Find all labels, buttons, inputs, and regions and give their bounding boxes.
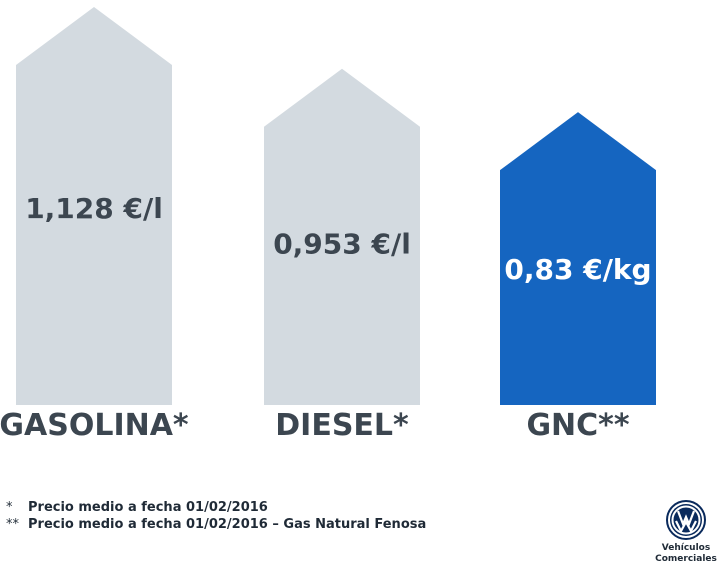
footnote-1: * Precio medio a fecha 01/02/2016 bbox=[6, 499, 426, 516]
vw-logo-icon bbox=[666, 500, 706, 540]
footnote-2-text: Precio medio a fecha 01/02/2016 – Gas Na… bbox=[28, 517, 427, 532]
bar-1 bbox=[16, 7, 172, 405]
footnote-1-marker: * bbox=[6, 500, 13, 515]
vw-brand: Vehículos Comerciales bbox=[655, 500, 717, 565]
bar-2 bbox=[264, 68, 420, 405]
category-label-3: GNC** bbox=[526, 408, 629, 443]
brand-caption-line2: Comerciales bbox=[655, 554, 717, 564]
bar-value-label-2: 0,953 €/l bbox=[273, 228, 411, 261]
category-label-2: DIESEL* bbox=[275, 408, 409, 443]
footnote-2: ** Precio medio a fecha 01/02/2016 – Gas … bbox=[6, 516, 426, 533]
footnotes: * Precio medio a fecha 01/02/2016 ** Preci… bbox=[6, 499, 426, 533]
category-label-1: GASOLINA* bbox=[0, 408, 189, 443]
bar-value-label-1: 1,128 €/l bbox=[25, 192, 163, 225]
price-chart: 1,128 €/l GASOLINA* 0,953 €/l DIESEL* 0,83 €… bbox=[0, 7, 656, 443]
brand-caption-line1: Vehículos bbox=[661, 543, 711, 553]
brand-caption: Vehículos Comerciales bbox=[655, 543, 717, 565]
footnote-1-text: Precio medio a fecha 01/02/2016 bbox=[28, 500, 268, 515]
footnote-2-marker: ** bbox=[6, 517, 19, 532]
bar-value-label-3: 0,83 €/kg bbox=[504, 253, 651, 286]
bar-3 bbox=[500, 112, 656, 406]
